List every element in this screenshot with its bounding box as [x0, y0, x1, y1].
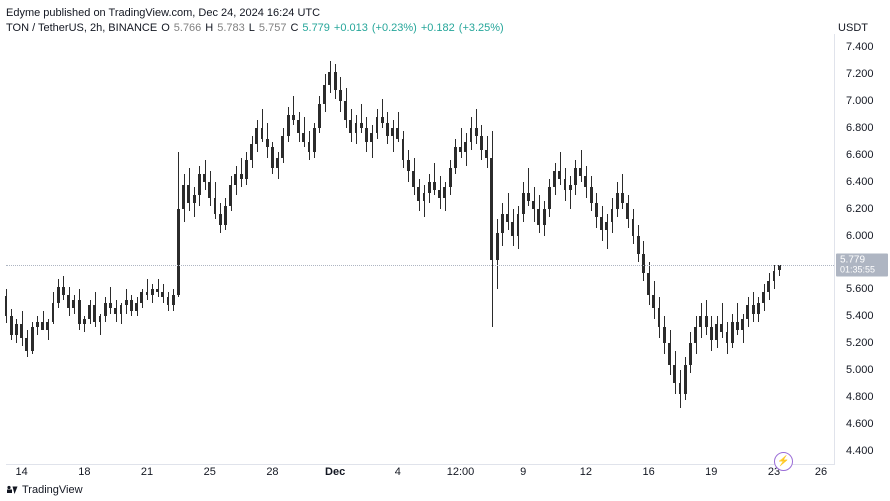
y-tick-label: 6.000	[846, 230, 874, 242]
last-price-line	[6, 265, 834, 266]
x-tick-label: 28	[266, 466, 278, 478]
ohlc-l: 5.757	[259, 22, 287, 34]
x-tick-label: 12	[580, 466, 592, 478]
x-tick-label: 4	[395, 466, 401, 478]
y-tick-label: 7.000	[846, 95, 874, 107]
x-tick-label: 9	[520, 466, 526, 478]
footer-brand: TradingView	[6, 484, 83, 496]
y-tick-label: 5.200	[846, 337, 874, 349]
ohlc-c: 5.779	[302, 22, 330, 34]
tradingview-logo-icon	[6, 484, 18, 496]
x-tick-label: 19	[705, 466, 717, 478]
chart-container[interactable]: 7.400 7.200 7.000 6.800 6.600 6.400 6.200 6.000…	[0, 34, 890, 482]
last-price-tag: 5.779 01:35:55	[836, 254, 888, 277]
x-tick-label: 21	[141, 466, 153, 478]
symbol-info: TON / TetherUS, 2h, BINANCE O 5.766 H 5.78…	[6, 22, 504, 34]
x-tick-label: 14	[16, 466, 28, 478]
footer-brand-text: TradingView	[22, 484, 83, 496]
x-axis[interactable]: 1418212528Dec412:0091216192326	[6, 466, 834, 482]
y-tick-label: 6.200	[846, 203, 874, 215]
ohlc-h-label: H	[205, 22, 213, 34]
y-tick-label: 5.400	[846, 310, 874, 322]
chart-plot-area[interactable]	[6, 34, 835, 465]
change2-pct: (+3.25%)	[459, 22, 504, 34]
quote-currency: USDT	[838, 22, 868, 34]
y-tick-label: 7.200	[846, 68, 874, 80]
y-tick-label: 7.400	[846, 41, 874, 53]
ohlc-c-label: C	[290, 22, 298, 34]
y-tick-label: 4.800	[846, 391, 874, 403]
y-tick-label: 6.400	[846, 176, 874, 188]
lightning-icon: ⚡	[777, 456, 789, 467]
y-tick-label: 6.600	[846, 149, 874, 161]
last-price-countdown: 01:35:55	[840, 266, 884, 276]
x-tick-label: 26	[815, 466, 827, 478]
ohlc-o: 5.766	[174, 22, 202, 34]
x-tick-label: Dec	[325, 466, 345, 478]
change-abs: +0.013	[334, 22, 368, 34]
y-tick-label: 6.800	[846, 122, 874, 134]
y-axis[interactable]: 7.400 7.200 7.000 6.800 6.600 6.400 6.200 6.000…	[836, 34, 890, 464]
x-tick-label: 16	[642, 466, 654, 478]
y-tick-label: 5.600	[846, 283, 874, 295]
y-tick-label: 5.000	[846, 364, 874, 376]
x-tick-label: 25	[204, 466, 216, 478]
x-tick-label: 12:00	[447, 466, 475, 478]
published-text: Edyme published on TradingView.com, Dec …	[6, 7, 320, 19]
change-pct: (+0.23%)	[372, 22, 417, 34]
y-tick-label: 4.600	[846, 418, 874, 430]
change2-abs: +0.182	[421, 22, 455, 34]
ohlc-l-label: L	[249, 22, 255, 34]
symbol-pair: TON / TetherUS, 2h, BINANCE	[6, 22, 157, 34]
ohlc-o-label: O	[161, 22, 170, 34]
y-tick-label: 4.400	[846, 445, 874, 457]
x-tick-label: 18	[78, 466, 90, 478]
ohlc-h: 5.783	[217, 22, 245, 34]
snapshot-button[interactable]: ⚡	[774, 452, 793, 471]
